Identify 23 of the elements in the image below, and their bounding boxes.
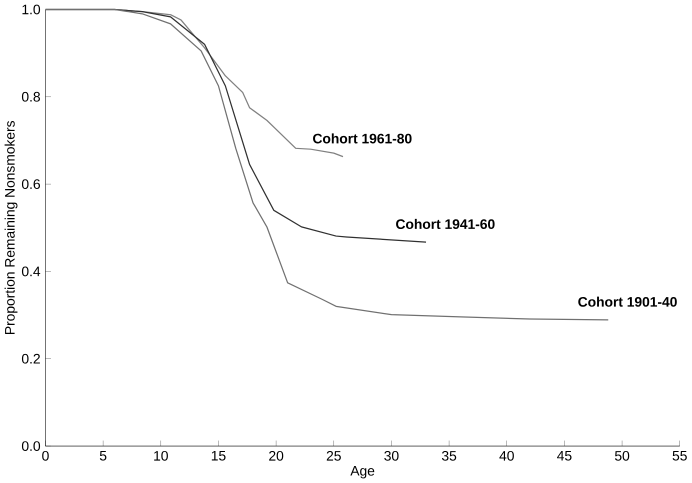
x-tick-label: 25: [326, 450, 341, 461]
y-tick-label: 0.0: [22, 441, 40, 451]
series-label: Cohort 1901-40: [578, 296, 677, 307]
x-tick-label: 50: [614, 450, 630, 461]
y-tick-label: 0.4: [22, 266, 40, 276]
x-tick-label: 35: [442, 450, 456, 461]
y-tick-label: 1.0: [22, 4, 40, 14]
y-tick-label: 0.6: [22, 179, 40, 189]
series-label: Cohort 1961-80: [313, 133, 412, 144]
x-tick-label: 15: [212, 450, 226, 461]
x-tick-label: 5: [100, 450, 106, 461]
x-axis-title: Age: [350, 466, 374, 478]
series-label: Cohort 1941-60: [396, 218, 495, 230]
x-tick-label: 40: [499, 450, 514, 461]
y-axis-title: Proportion Remaining Nonsmokers: [4, 120, 18, 334]
y-tick-label: 0.8: [22, 92, 40, 102]
x-tick-label: 55: [672, 450, 687, 461]
y-tick-label: 0.2: [22, 354, 40, 364]
x-tick-label: 45: [557, 450, 572, 461]
x-tick-label: 30: [384, 450, 399, 461]
x-tick-label: 0: [42, 450, 49, 461]
x-tick-label: 20: [269, 450, 284, 461]
x-tick-label: 10: [154, 450, 168, 461]
